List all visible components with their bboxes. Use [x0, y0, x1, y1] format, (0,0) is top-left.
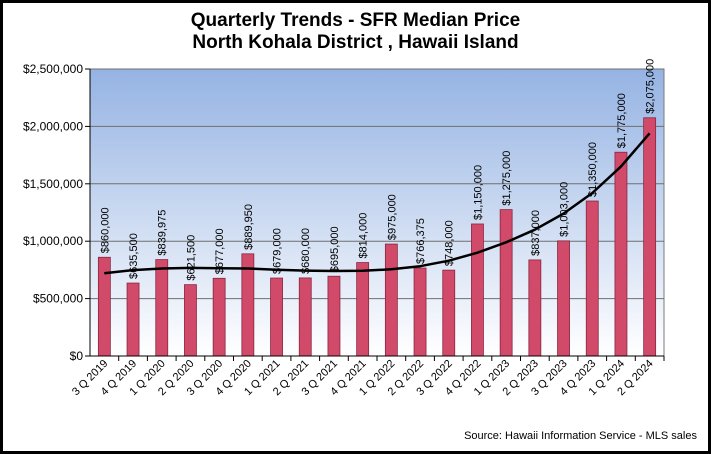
data-label: $748,000 — [444, 220, 456, 266]
y-tick-label: $0 — [70, 349, 84, 363]
bar — [442, 269, 456, 357]
data-label: $677,000 — [214, 228, 226, 274]
plot-area — [89, 68, 665, 357]
y-tick-label: $2,500,000 — [23, 62, 83, 76]
bar — [384, 243, 398, 357]
bar — [643, 117, 657, 357]
y-tick-label: $1,500,000 — [23, 177, 83, 191]
data-label: $839,975 — [157, 210, 169, 256]
data-label: $975,000 — [386, 194, 398, 240]
data-label: $695,000 — [329, 226, 341, 272]
data-label: $837,000 — [530, 210, 542, 256]
data-label: $889,950 — [243, 204, 255, 250]
chart-title: Quarterly Trends - SFR Median Price — [190, 10, 521, 31]
bar — [499, 209, 513, 357]
data-label: $679,000 — [272, 228, 284, 274]
data-label: $1,350,000 — [587, 142, 599, 197]
bar — [528, 259, 542, 357]
data-label: $1,150,000 — [472, 165, 484, 220]
data-label: $766,375 — [415, 218, 427, 264]
data-label: $860,000 — [99, 207, 111, 253]
bar — [212, 277, 226, 357]
bar — [471, 223, 484, 357]
bar — [585, 200, 599, 357]
bar — [184, 284, 197, 357]
bar — [327, 275, 341, 357]
y-axis: $0 $500,000 $1,000,000 $1,500,000 $2,000,000… — [23, 62, 91, 363]
chart-subtitle: North Kohala District , Hawaii Island — [192, 32, 519, 53]
y-tick-label: $1,000,000 — [23, 234, 83, 248]
source-note: Source: Hawaii Information Service - MLS… — [464, 430, 697, 442]
data-label: $621,500 — [185, 235, 197, 281]
bar — [270, 277, 283, 357]
trendline — [104, 132, 651, 275]
data-labels: $860,000 $635,500 $839,975 $621,500 $677,000… — [99, 59, 656, 281]
trendline-path — [104, 132, 651, 275]
bar — [413, 267, 427, 357]
data-label: $1,275,000 — [501, 151, 513, 206]
data-label: $635,500 — [128, 233, 140, 279]
bar — [356, 262, 370, 357]
chart-title-block: Quarterly Trends - SFR Median Price Nort… — [0, 10, 711, 54]
data-label: $1,003,000 — [559, 182, 571, 237]
bar — [298, 277, 312, 357]
bar — [614, 151, 628, 357]
data-label: $814,000 — [358, 213, 370, 259]
bars — [97, 117, 657, 357]
bar — [155, 259, 169, 357]
y-tick-label: $500,000 — [33, 292, 83, 306]
bar — [126, 282, 140, 357]
data-label: $2,075,000 — [645, 59, 657, 114]
data-label: $1,775,000 — [616, 93, 628, 148]
bar — [557, 240, 570, 357]
y-tick-label: $2,000,000 — [23, 119, 83, 133]
data-label: $680,000 — [300, 228, 312, 274]
